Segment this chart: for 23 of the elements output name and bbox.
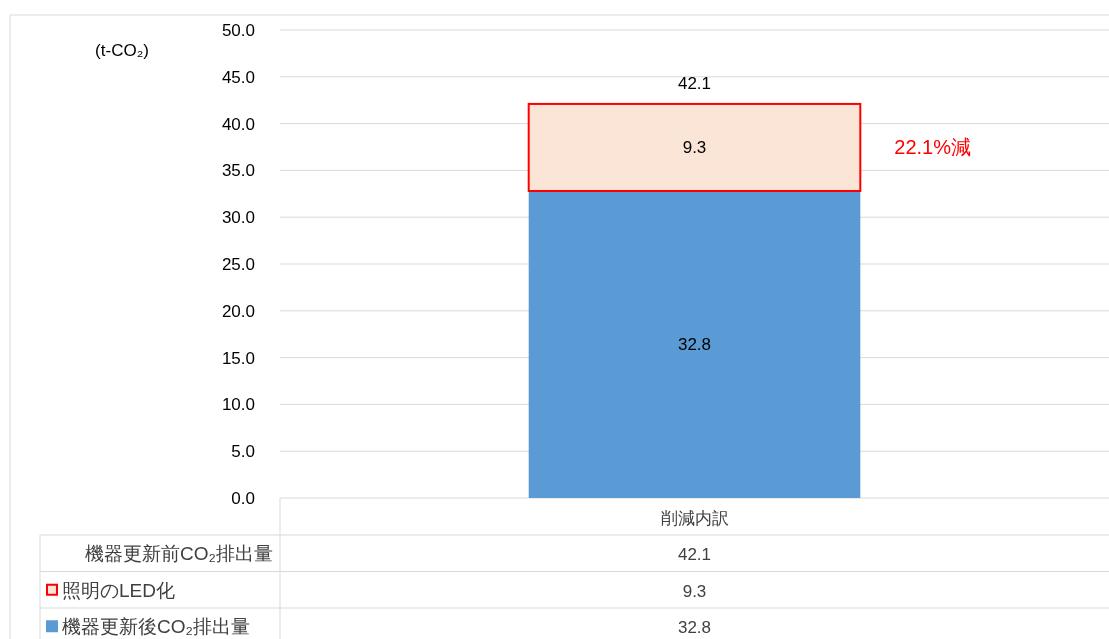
data-label: 32.8	[677, 335, 712, 355]
text: 機器更新前CO₂排出量	[85, 543, 273, 565]
data-label: 9.3	[682, 138, 707, 158]
y-tick-label: 5.0	[231, 442, 255, 462]
y-tick-label: 45.0	[221, 67, 255, 87]
y-tick-label: 35.0	[221, 161, 255, 181]
y-tick-label: 10.0	[221, 395, 255, 415]
annotation: 22.1%減	[894, 136, 972, 159]
legend-label: 機器更新後CO₂排出量	[62, 616, 250, 638]
text: 32.8	[677, 618, 712, 638]
text: 42.1	[677, 545, 712, 565]
y-tick-label: 40.0	[221, 114, 255, 134]
y-tick-label: 20.0	[221, 301, 255, 321]
x-tick-label: 削減内訳	[660, 509, 729, 528]
y-tick-label: 25.0	[221, 255, 255, 274]
legend-label: 照明のLED化	[62, 579, 175, 601]
total-label: 42.1	[677, 73, 712, 93]
y-tick-label: 0.0	[231, 489, 255, 508]
y-tick-label: 50.0	[221, 21, 255, 40]
y-tick-label: 15.0	[221, 348, 255, 368]
y-tick-label: 30.0	[221, 208, 255, 228]
text: 9.3	[682, 581, 707, 601]
y-axis-title: (t-CO₂)	[95, 41, 149, 60]
